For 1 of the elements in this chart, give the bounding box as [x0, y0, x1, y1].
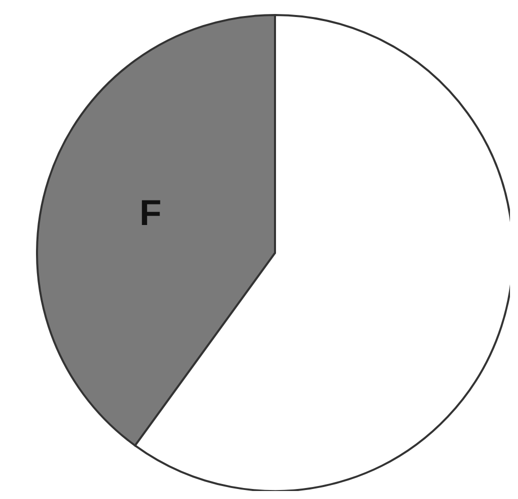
slice-label: F [140, 192, 162, 234]
